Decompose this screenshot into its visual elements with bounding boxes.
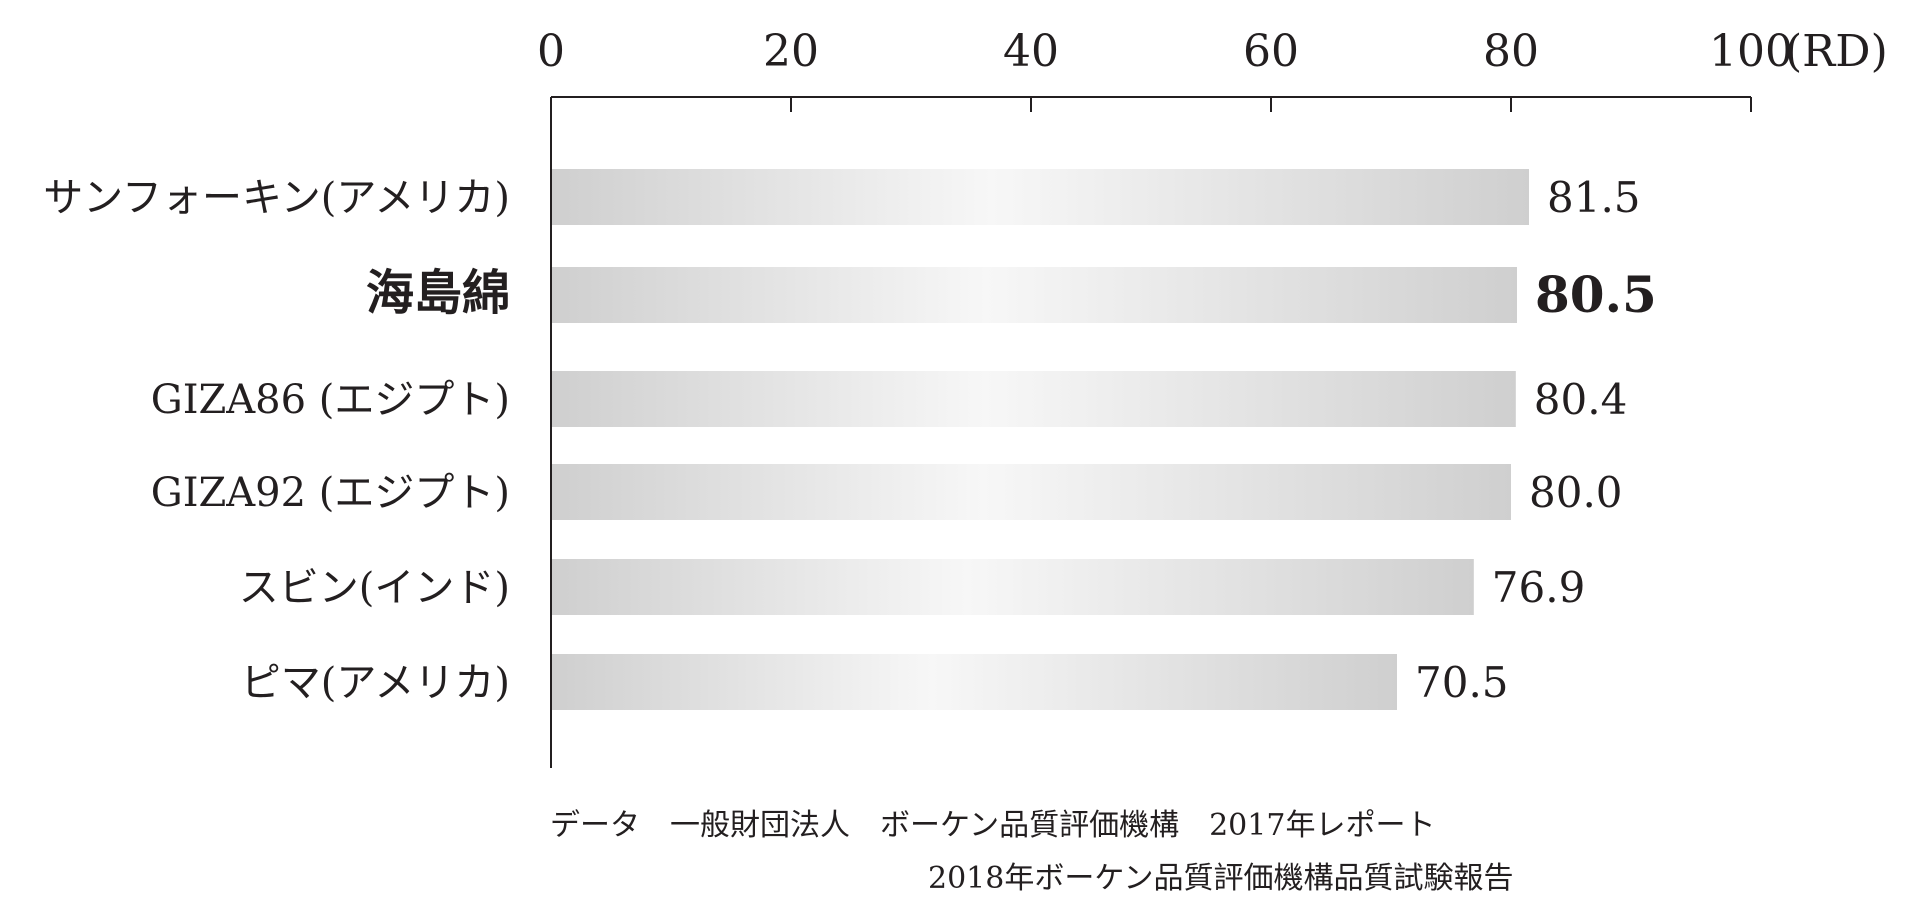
x-tick-label: 100 [1709, 26, 1793, 77]
category-label: 海島綿 [366, 265, 510, 321]
bar [552, 371, 1516, 427]
x-tick-label: 40 [1003, 26, 1059, 77]
value-label: 70.5 [1415, 658, 1509, 707]
x-tick-label: 0 [537, 26, 565, 77]
value-label: 80.4 [1534, 375, 1628, 424]
x-axis-unit-label: (RD) [1785, 26, 1888, 77]
bar-chart: 0 20 40 60 80 100(RD) サンフォーキン(アメリカ) 81.5 海島綿 80.… [43, 26, 1888, 768]
value-label: 76.9 [1492, 563, 1586, 612]
x-tick-label: 20 [763, 26, 819, 77]
category-label: スビン(インド) [239, 565, 510, 611]
x-tick-label: 60 [1243, 26, 1299, 77]
labels: サンフォーキン(アメリカ) 81.5 海島綿 80.5 GIZA86 (エジプト) 80.… [43, 173, 1657, 707]
bar [552, 559, 1474, 615]
value-label: 81.5 [1547, 173, 1641, 222]
value-label: 80.5 [1535, 265, 1657, 324]
axis: 0 20 40 60 80 100(RD) [537, 26, 1888, 768]
bar [552, 169, 1529, 225]
category-label: GIZA86 (エジプト) [151, 377, 510, 423]
value-label: 80.0 [1529, 468, 1623, 517]
bar [552, 654, 1397, 710]
x-tick-label: 80 [1483, 26, 1539, 77]
bars [552, 169, 1529, 710]
bar [552, 464, 1511, 520]
category-label: ピマ(アメリカ) [241, 660, 510, 706]
category-label: GIZA92 (エジプト) [151, 470, 510, 516]
category-label: サンフォーキン(アメリカ) [43, 175, 510, 221]
bar [552, 267, 1517, 323]
data-source-note-2: 2018年ボーケン品質評価機構品質試験報告 [928, 861, 1514, 896]
data-source-note: データ 一般財団法人 ボーケン品質評価機構 2017年レポート [550, 808, 1436, 843]
